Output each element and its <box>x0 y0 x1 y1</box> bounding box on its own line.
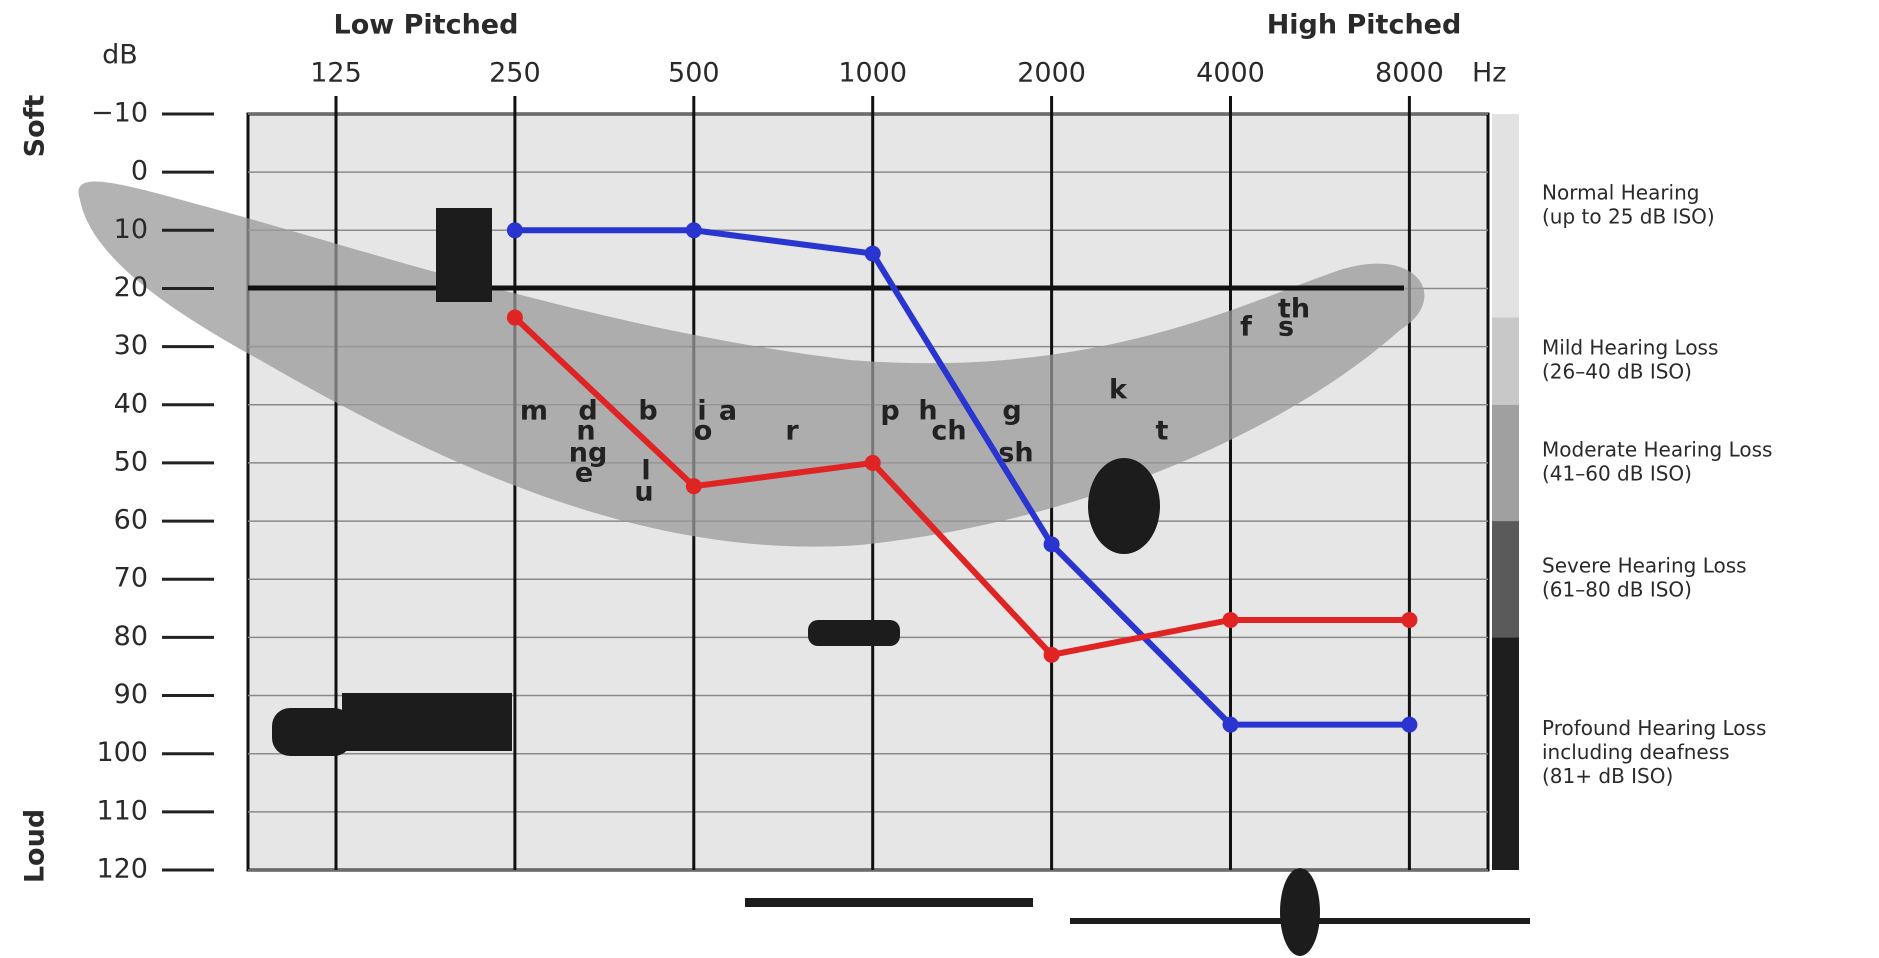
hearing-level-label: Mild Hearing Loss <box>1542 336 1718 360</box>
data-point <box>685 478 702 495</box>
y-tick-label: 10 <box>114 214 148 245</box>
fridge-icon <box>436 208 492 302</box>
speech-sound: ch <box>931 416 966 447</box>
data-point <box>1043 536 1060 553</box>
truck-icon <box>342 693 512 751</box>
speech-sound: n <box>576 416 595 447</box>
y-tick-label: 100 <box>96 737 148 768</box>
speech-sound: k <box>1109 375 1128 406</box>
y-tick-label: 90 <box>114 679 148 710</box>
speech-sound: b <box>638 396 657 427</box>
speech-sound: p <box>880 396 899 427</box>
rifle-icon <box>745 898 1033 907</box>
soft-label: Soft <box>20 95 51 158</box>
y-tick-label: 60 <box>114 505 148 536</box>
speech-sound: m <box>520 396 548 427</box>
data-point <box>1222 611 1239 628</box>
data-point <box>864 454 881 471</box>
x-tick-label: 1000 <box>838 58 907 89</box>
top-label: Low Pitched <box>334 10 519 41</box>
hearing-level-label: (41–60 dB ISO) <box>1542 461 1692 485</box>
hearing-level-label: (61–80 dB ISO) <box>1542 578 1692 602</box>
x-tick-label: 8000 <box>1375 58 1444 89</box>
hearing-level-label: Severe Hearing Loss <box>1542 554 1747 578</box>
speech-sound: f <box>1240 312 1252 343</box>
hearing-level-label: (up to 25 dB ISO) <box>1542 204 1715 228</box>
data-point <box>864 245 881 262</box>
y-tick-label: 30 <box>114 330 148 361</box>
x-tick-label: 125 <box>310 58 362 89</box>
speech-sound: o <box>694 416 713 447</box>
y-tick-label: −10 <box>91 98 148 129</box>
hearing-level-label: Normal Hearing <box>1542 180 1699 204</box>
hearing-level-label: Moderate Hearing Loss <box>1542 437 1772 461</box>
y-tick-label: 70 <box>114 563 148 594</box>
speech-sound: e <box>575 458 593 489</box>
y-tick-label: 20 <box>114 272 148 303</box>
x-tick-label: 4000 <box>1196 58 1265 89</box>
series-line <box>512 315 1410 659</box>
series-line <box>514 227 1410 728</box>
x-tick-label: 500 <box>668 58 720 89</box>
speech-sound: l <box>641 456 650 487</box>
speech-sound: h <box>918 396 937 427</box>
speech-sound: g <box>1002 396 1021 427</box>
data-point <box>506 309 523 326</box>
data-point <box>506 222 523 239</box>
speech-sound: r <box>785 416 799 447</box>
speech-sound: d <box>578 396 597 427</box>
truck-cab-icon <box>272 708 352 756</box>
data-point <box>1401 611 1418 628</box>
hearing-level-band <box>1492 637 1519 870</box>
speech-sound: ng <box>569 438 608 469</box>
piano-icon <box>808 620 900 646</box>
data-point <box>685 222 702 239</box>
hearing-level-band <box>1492 404 1519 522</box>
airplane-body-icon <box>1280 868 1320 956</box>
y-axis-label: dB <box>102 40 138 71</box>
x-unit-label: Hz <box>1472 58 1506 89</box>
hearing-level-label: (26–40 dB ISO) <box>1542 360 1692 384</box>
speech-sound: th <box>1278 294 1310 325</box>
y-tick-label: 80 <box>114 621 148 652</box>
hearing-level-label: including deafness <box>1542 740 1730 764</box>
speech-sound: i <box>697 396 706 427</box>
hearing-level-band <box>1492 114 1519 318</box>
vacuum-icon <box>1088 458 1160 554</box>
y-tick-label: 0 <box>131 156 148 187</box>
hearing-level-label: (81+ dB ISO) <box>1542 764 1673 788</box>
speech-banana <box>78 181 1425 547</box>
data-point <box>1401 716 1418 733</box>
x-tick-label: 2000 <box>1017 58 1086 89</box>
hearing-level-band <box>1492 317 1519 405</box>
y-tick-label: 40 <box>114 388 148 419</box>
hearing-level-label: Profound Hearing Loss <box>1542 716 1766 740</box>
x-tick-label: 250 <box>489 58 541 89</box>
y-tick-label: 110 <box>96 795 148 826</box>
hearing-level-band <box>1492 521 1519 638</box>
top-label: High Pitched <box>1267 10 1462 41</box>
speech-sound: s <box>1278 312 1294 343</box>
speech-sound: t <box>1156 416 1169 447</box>
speech-sound: a <box>719 396 737 427</box>
loud-label: Loud <box>20 809 51 883</box>
icons <box>272 208 1530 956</box>
speech-sound: u <box>634 477 653 508</box>
data-point <box>1222 716 1239 733</box>
data-point <box>1043 646 1060 663</box>
y-tick-label: 50 <box>114 446 148 477</box>
y-tick-label: 120 <box>96 854 148 885</box>
